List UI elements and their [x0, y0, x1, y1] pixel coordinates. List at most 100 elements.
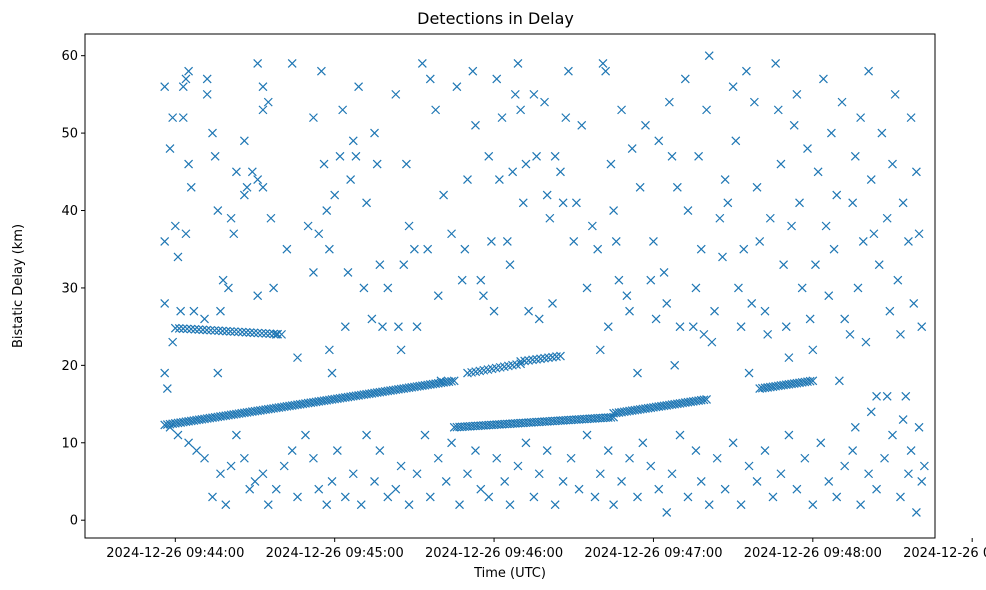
data-point [269, 283, 279, 293]
data-point [441, 477, 451, 486]
chart-title: Detections in Delay [417, 9, 574, 28]
data-point [696, 244, 706, 254]
data-point [335, 151, 345, 161]
data-point [872, 391, 881, 401]
data-point [433, 453, 443, 463]
data-points [160, 51, 929, 517]
data-point [808, 500, 818, 510]
data-point [606, 412, 616, 422]
data-point [603, 446, 613, 455]
data-point [225, 326, 235, 336]
y-tick-label: 10 [61, 436, 78, 451]
y-tick-label: 0 [70, 514, 78, 529]
data-point [840, 461, 850, 471]
data-point [486, 237, 496, 246]
data-point [367, 314, 377, 324]
y-tick-label: 30 [61, 281, 78, 296]
data-point [178, 113, 188, 123]
data-point [625, 453, 634, 463]
data-point [263, 500, 273, 510]
data-point [173, 430, 183, 440]
data-point [518, 198, 528, 208]
data-point [805, 376, 815, 386]
data-point [324, 244, 334, 254]
data-point [917, 477, 927, 486]
data-point [728, 82, 738, 92]
data-point [834, 376, 844, 386]
data-point [837, 97, 847, 107]
data-point [500, 477, 510, 486]
data-point [917, 322, 927, 332]
data-point [253, 175, 263, 184]
data-point [513, 461, 523, 471]
data-point [218, 326, 227, 336]
data-point [532, 151, 541, 161]
data-point [670, 360, 680, 370]
data-point [258, 105, 268, 115]
data-point [186, 324, 196, 334]
x-tick-label: 2024-12-26 09:45:00 [266, 546, 404, 561]
data-point [378, 322, 387, 332]
data-point [747, 298, 757, 308]
data-point [200, 314, 209, 324]
data-point [287, 446, 297, 455]
data-point [561, 113, 571, 123]
plot-frame [84, 33, 936, 539]
data-point [521, 438, 531, 448]
data-point [598, 58, 608, 68]
y-tick-label: 20 [61, 359, 78, 374]
data-point [558, 198, 568, 208]
data-point [781, 322, 791, 332]
data-point [760, 446, 770, 455]
data-point [699, 329, 709, 339]
data-point [704, 500, 714, 510]
data-point [864, 469, 874, 479]
data-point [896, 329, 905, 339]
data-point [861, 337, 871, 347]
data-point [768, 492, 778, 502]
data-point [356, 500, 366, 510]
data-point [174, 323, 184, 333]
y-axis-label: Bistatic Delay (km) [11, 224, 26, 348]
data-point [890, 89, 900, 99]
data-point [343, 268, 353, 277]
data-point [550, 151, 560, 161]
data-point [587, 221, 597, 231]
data-point [168, 337, 178, 347]
data-point [710, 306, 719, 316]
data-point [420, 430, 430, 440]
data-point [293, 353, 302, 363]
data-point [622, 291, 632, 301]
data-point [603, 322, 613, 332]
data-point [779, 260, 789, 270]
data-point [452, 82, 462, 92]
y-tick-label: 60 [61, 49, 78, 64]
data-point [417, 58, 427, 68]
data-point [231, 430, 241, 440]
data-point [391, 484, 401, 494]
data-point [651, 314, 661, 324]
data-point [479, 291, 488, 301]
data-point [789, 120, 799, 130]
data-point [566, 453, 576, 463]
data-point [340, 492, 350, 502]
data-point [792, 484, 802, 494]
data-point [354, 82, 364, 92]
data-point [463, 469, 472, 479]
data-point [609, 500, 619, 510]
data-point [906, 446, 916, 455]
data-point [457, 275, 467, 285]
data-point [192, 446, 201, 455]
x-axis-label: Time (UTC) [473, 566, 546, 581]
data-point [314, 484, 324, 494]
x-tick-label: 2024-12-26 09:47:00 [584, 546, 722, 561]
data-point [160, 368, 170, 378]
data-point [680, 74, 690, 84]
data-point [819, 74, 828, 84]
data-point [189, 306, 199, 316]
data-point [181, 229, 191, 239]
data-point [165, 144, 175, 154]
data-point [216, 469, 225, 479]
data-point [672, 182, 682, 192]
